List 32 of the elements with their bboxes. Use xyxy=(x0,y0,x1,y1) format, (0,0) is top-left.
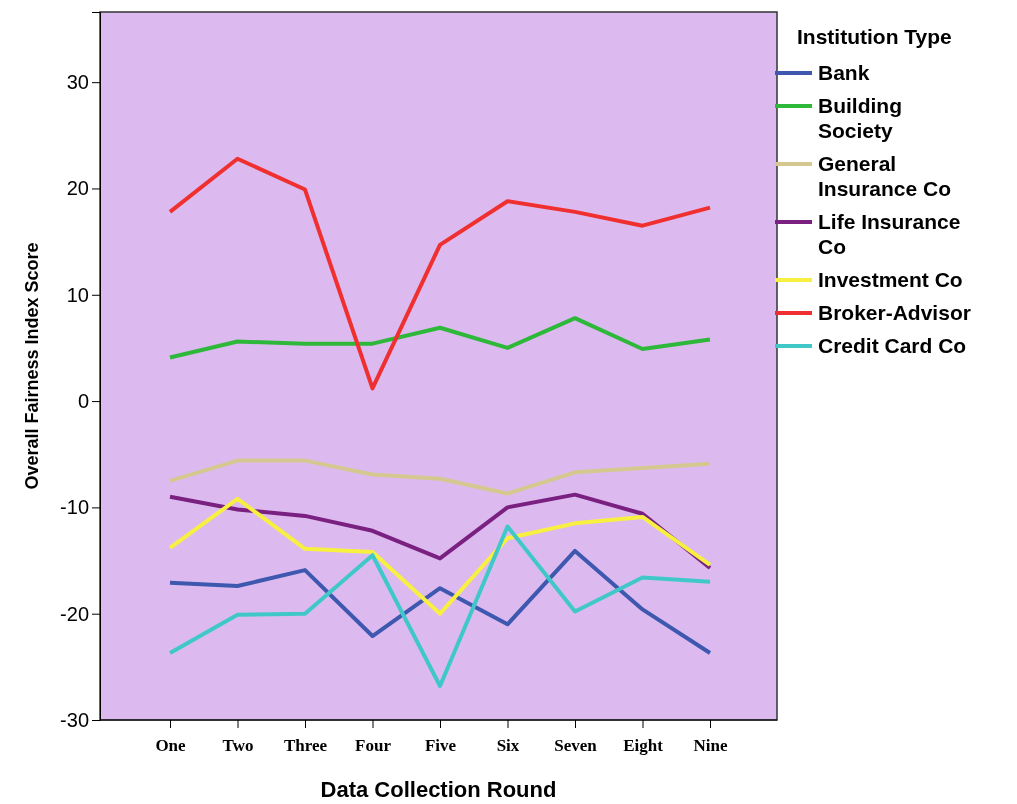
y-tick-label: -10 xyxy=(60,496,89,519)
y-tick-label: 30 xyxy=(66,71,89,94)
line-series xyxy=(168,156,712,391)
x-tick-label: Four xyxy=(355,736,392,756)
x-axis-title: Data Collection Round xyxy=(320,777,557,802)
x-tick-label: Nine xyxy=(693,736,728,756)
y-tick-label: -30 xyxy=(60,708,89,731)
x-tick-label: Two xyxy=(222,736,254,756)
line-series xyxy=(168,548,712,656)
legend-label: Investment Co xyxy=(818,268,963,291)
y-tick-label: -20 xyxy=(60,602,89,625)
y-tick-label: 0 xyxy=(77,389,89,412)
y-tick-label: 20 xyxy=(66,177,89,200)
line-series xyxy=(168,458,712,496)
x-tick-label: Three xyxy=(283,736,328,756)
line-series xyxy=(168,496,712,616)
legend-label: Life Insurance Co xyxy=(818,210,961,258)
x-tick-label: Eight xyxy=(623,736,664,756)
legend-label: Credit Card Co xyxy=(818,334,967,357)
legend-title: Institution Type xyxy=(797,25,952,48)
x-tick-label: Seven xyxy=(554,736,598,756)
legend-label: Building Society xyxy=(818,94,902,142)
x-tick-label: One xyxy=(155,736,187,756)
y-tick-label: 10 xyxy=(66,283,89,306)
x-tick-label: Six xyxy=(496,736,520,756)
legend-label: Broker-Advisor xyxy=(818,301,971,324)
legend-label: General Insurance Co xyxy=(818,152,952,200)
line-series xyxy=(168,524,712,688)
x-tick-label: Five xyxy=(424,736,457,756)
legend-label: Bank xyxy=(818,61,870,84)
line-series xyxy=(168,316,712,360)
y-axis-title: Overall Fairness Index Score xyxy=(22,242,42,490)
